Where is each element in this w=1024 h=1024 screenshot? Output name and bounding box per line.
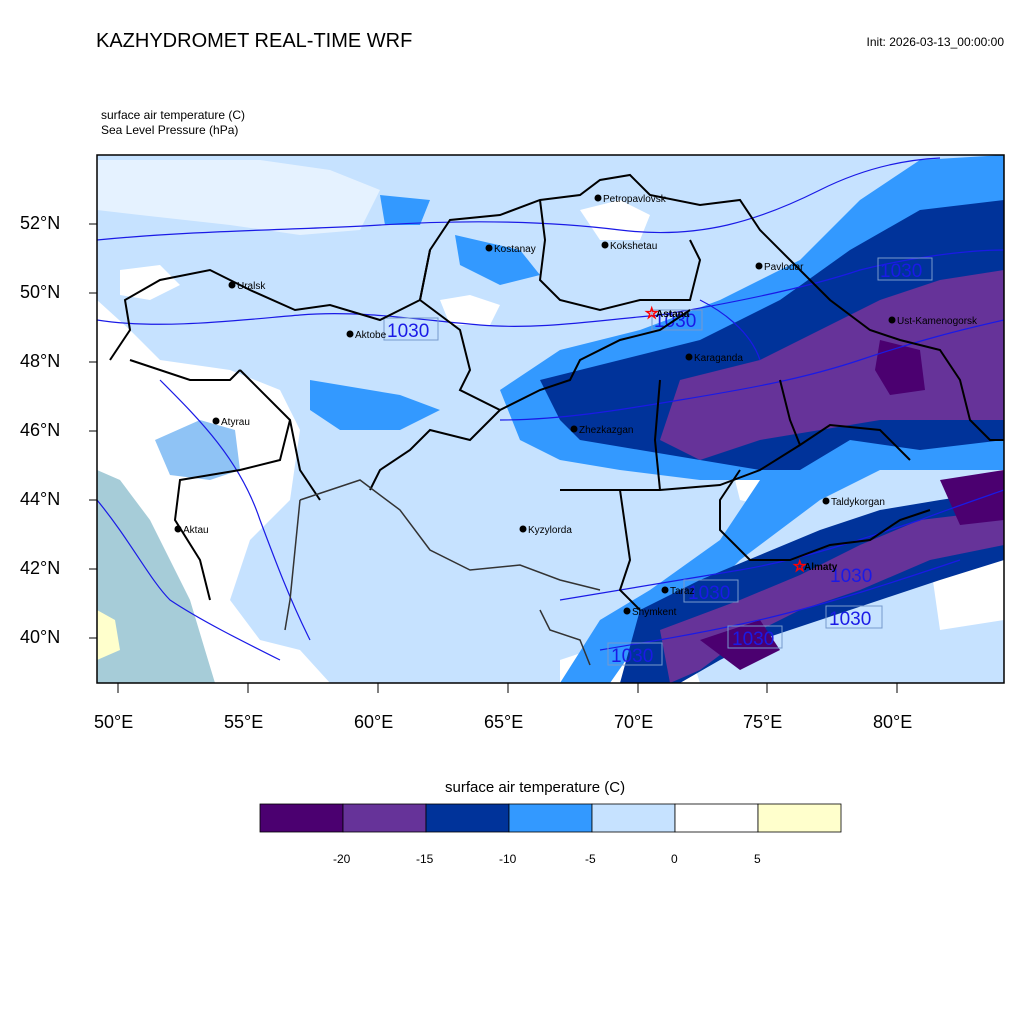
city-marker bbox=[346, 330, 354, 338]
city-marker bbox=[212, 417, 220, 425]
lat-label: 42°N bbox=[20, 558, 61, 578]
city-marker bbox=[685, 353, 693, 361]
city-label: Aktau bbox=[183, 525, 209, 536]
legend-colorbar bbox=[259, 803, 842, 833]
lat-label: 48°N bbox=[20, 351, 61, 371]
lon-label: 50°E bbox=[94, 712, 134, 732]
legend-tick: -5 bbox=[585, 852, 596, 866]
city-label: Pavlodar bbox=[764, 262, 804, 273]
city-label: Kyzylorda bbox=[528, 525, 572, 536]
legend-swatch bbox=[259, 803, 344, 833]
city-label: Ust-Kamenogorsk bbox=[897, 316, 978, 327]
city-label: Uralsk bbox=[237, 281, 266, 292]
city-label: Taraz bbox=[670, 586, 694, 597]
capital-star-icon: ☆ bbox=[793, 557, 806, 575]
legend-swatch bbox=[674, 803, 759, 833]
city-label: Shymkent bbox=[632, 607, 677, 618]
lon-label: 75°E bbox=[743, 712, 783, 732]
city-marker bbox=[601, 241, 609, 249]
capital-star-icon: ☆ bbox=[645, 304, 658, 322]
city-label: Karaganda bbox=[694, 353, 743, 364]
city-label: Aktobe bbox=[355, 330, 387, 341]
legend-tick: -20 bbox=[333, 852, 351, 866]
city-marker bbox=[485, 244, 493, 252]
lat-label: 46°N bbox=[20, 420, 61, 440]
legend-swatch bbox=[508, 803, 593, 833]
isobar-label: 1030 bbox=[688, 583, 730, 604]
map-title: KAZHYDROMET REAL-TIME WRF bbox=[96, 30, 413, 52]
city-label: Almaty bbox=[804, 562, 838, 573]
isobar-label: 1030 bbox=[880, 261, 922, 282]
city-marker bbox=[594, 194, 602, 202]
lat-label: 52°N bbox=[20, 213, 61, 233]
city-label: Astana bbox=[656, 309, 690, 320]
lon-label: 60°E bbox=[354, 712, 394, 732]
city-marker bbox=[661, 586, 669, 594]
legend-tick: -15 bbox=[416, 852, 434, 866]
map-frame bbox=[96, 154, 1005, 684]
city-label: Atyrau bbox=[221, 417, 250, 428]
legend-title: surface air temperature (C) bbox=[445, 779, 626, 796]
legend-tick: 0 bbox=[671, 852, 678, 866]
legend-swatch bbox=[591, 803, 676, 833]
city-marker bbox=[623, 607, 631, 615]
city-label: Taldykorgan bbox=[831, 497, 885, 508]
subtitle-pressure: Sea Level Pressure (hPa) bbox=[101, 123, 239, 137]
city-marker bbox=[174, 525, 182, 533]
subtitle-temperature: surface air temperature (C) bbox=[101, 108, 246, 122]
legend-swatch bbox=[342, 803, 427, 833]
legend-tick: -10 bbox=[499, 852, 517, 866]
lon-label: 55°E bbox=[224, 712, 264, 732]
temperature-field: 1030 1030 1030 1030 1030 1030 1030 1030 bbox=[97, 155, 1004, 683]
legend-swatch bbox=[425, 803, 510, 833]
lon-label: 65°E bbox=[484, 712, 524, 732]
lon-label: 70°E bbox=[614, 712, 654, 732]
lat-label: 44°N bbox=[20, 489, 61, 509]
isobar-label: 1030 bbox=[387, 321, 429, 342]
city-marker bbox=[822, 497, 830, 505]
isobar-labels: 1030 1030 1030 1030 1030 1030 1030 1030 bbox=[383, 257, 933, 667]
city-marker bbox=[228, 281, 236, 289]
lon-label: 80°E bbox=[873, 712, 913, 732]
lat-label: 40°N bbox=[20, 627, 61, 647]
city-label: Zhezkazgan bbox=[579, 425, 633, 436]
legend-swatch bbox=[757, 803, 842, 833]
city-marker bbox=[519, 525, 527, 533]
legend-tick: 5 bbox=[754, 852, 761, 866]
city-label: Petropavlovsk bbox=[603, 194, 667, 205]
city-marker bbox=[755, 262, 763, 270]
isobar-label: 1030 bbox=[830, 566, 872, 587]
isobar-label: 1030 bbox=[611, 646, 653, 667]
init-time: Init: 2026-03-13_00:00:00 bbox=[866, 35, 1004, 49]
city-marker bbox=[570, 425, 578, 433]
isobar-label: 1030 bbox=[732, 629, 774, 650]
cities-layer: Petropavlovsk Kostanay Kokshetau Pavlodar Ur… bbox=[174, 194, 978, 618]
lat-label: 50°N bbox=[20, 282, 61, 302]
city-marker bbox=[888, 316, 896, 324]
isobar-label: 1030 bbox=[829, 609, 871, 630]
city-label: Kostanay bbox=[494, 244, 536, 255]
city-label: Kokshetau bbox=[610, 241, 657, 252]
